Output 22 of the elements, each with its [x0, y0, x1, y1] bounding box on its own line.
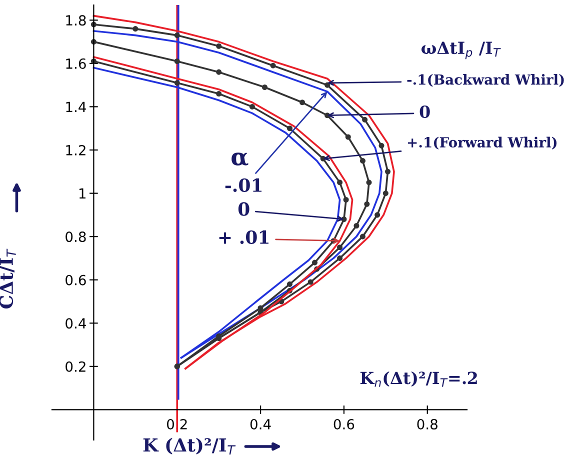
- annotation: 0: [238, 202, 250, 216]
- y-tick-label: 1.6: [66, 58, 86, 69]
- annotation: ωΔtI$_{p}$ /I$_{T}$: [421, 42, 501, 60]
- annotation: α: [232, 152, 248, 166]
- y-tick-label: 1: [79, 188, 86, 199]
- annotation: 0: [420, 105, 430, 118]
- y-tick-label: 0.2: [66, 361, 86, 372]
- y-tick-label: 1.4: [66, 102, 86, 112]
- annotation: -.1(Backward Whirl): [407, 74, 564, 87]
- x-tick-label: 0.6: [334, 418, 354, 430]
- y-tick-label: 1.2: [66, 144, 86, 156]
- x-axis-title: K (Δt)²/I$_{T}$: [143, 438, 236, 455]
- y-tick-label: 0.4: [66, 318, 86, 329]
- annotation: -.01: [225, 178, 262, 192]
- y-tick-label: 0.6: [66, 274, 86, 286]
- annotation: + .01: [219, 230, 268, 244]
- y-tick-label: 0.8: [66, 232, 86, 242]
- annotation: +.1(Forward Whirl): [408, 136, 557, 150]
- x-tick-label: 0.4: [250, 418, 271, 430]
- x-tick-label: 0.8: [417, 418, 438, 430]
- annotation: K$_{n}$(Δt)²/I$_{T}$=.2: [360, 371, 477, 387]
- y-tick-label: 1.8: [66, 15, 86, 26]
